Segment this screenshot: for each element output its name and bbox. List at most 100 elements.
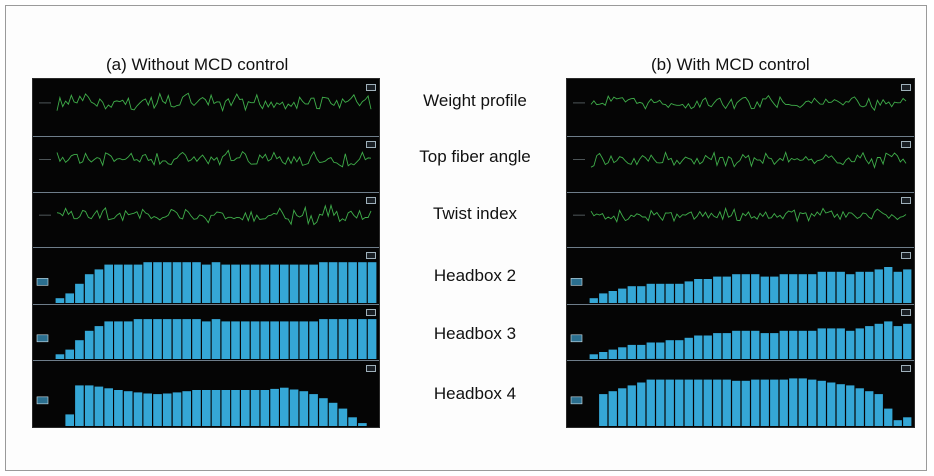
bar bbox=[627, 385, 636, 426]
trace-line bbox=[590, 206, 907, 223]
bar bbox=[741, 330, 750, 359]
bar bbox=[280, 387, 289, 426]
bar bbox=[221, 264, 231, 303]
bar bbox=[104, 264, 113, 303]
bar bbox=[846, 330, 855, 359]
bar bbox=[627, 344, 636, 359]
bar bbox=[903, 417, 912, 426]
row-separator bbox=[567, 304, 914, 305]
bar bbox=[143, 319, 152, 359]
bar bbox=[817, 271, 826, 303]
bar bbox=[250, 321, 260, 359]
trace-plot-weight-profile bbox=[573, 94, 907, 112]
bar bbox=[221, 321, 231, 359]
bar bbox=[684, 379, 693, 426]
trace-line bbox=[590, 150, 907, 170]
trace-plot-twist-index bbox=[573, 206, 907, 223]
bar bbox=[65, 349, 74, 359]
panel-b-title: (b) With MCD control bbox=[651, 55, 810, 74]
window-button-icon[interactable] bbox=[366, 365, 376, 372]
bar bbox=[55, 354, 65, 359]
bar bbox=[270, 321, 279, 359]
bar bbox=[884, 267, 893, 303]
bar bbox=[270, 388, 279, 426]
trace-row-weight-profile bbox=[567, 79, 914, 136]
window-button-icon[interactable] bbox=[366, 141, 376, 148]
trace-line bbox=[56, 149, 372, 168]
row-separator bbox=[33, 136, 379, 137]
bar bbox=[741, 380, 750, 426]
bar bbox=[694, 335, 703, 359]
bar bbox=[722, 379, 731, 426]
bar-chart-headbox-3 bbox=[36, 319, 377, 359]
bar bbox=[874, 394, 883, 426]
bar bbox=[637, 382, 646, 426]
bar bbox=[280, 264, 289, 303]
window-button-icon[interactable] bbox=[901, 252, 911, 259]
bar bbox=[289, 389, 299, 426]
window-button-icon[interactable] bbox=[901, 365, 911, 372]
bar bbox=[328, 262, 338, 303]
bar bbox=[665, 283, 674, 303]
window-button-icon[interactable] bbox=[901, 84, 911, 91]
row-separator bbox=[33, 360, 379, 361]
bar bbox=[779, 379, 788, 426]
bar bbox=[608, 291, 617, 303]
bar bbox=[143, 262, 152, 303]
window-button-icon[interactable] bbox=[901, 309, 911, 316]
bar bbox=[656, 283, 665, 303]
bar bbox=[84, 274, 94, 303]
window-button-icon[interactable] bbox=[366, 84, 376, 91]
bar bbox=[172, 319, 182, 359]
bar bbox=[798, 378, 807, 426]
bar bbox=[884, 321, 893, 359]
bar bbox=[202, 264, 211, 303]
bar bbox=[114, 390, 123, 426]
bar bbox=[770, 276, 779, 303]
bar bbox=[865, 326, 874, 359]
bar bbox=[751, 274, 760, 303]
bar bbox=[675, 340, 684, 359]
bar bbox=[893, 420, 902, 426]
bar bbox=[182, 319, 191, 359]
bar bbox=[299, 321, 309, 359]
bar bbox=[162, 393, 172, 426]
bar bbox=[779, 330, 788, 359]
bar bbox=[367, 262, 377, 303]
row-label-top-fiber-angle: Top fiber angle bbox=[419, 147, 531, 166]
bar bbox=[694, 379, 703, 426]
bar bbox=[114, 321, 123, 359]
window-button-icon[interactable] bbox=[366, 252, 376, 259]
bar-chart-headbox-2 bbox=[36, 262, 377, 303]
trace-row-twist-index bbox=[33, 192, 379, 247]
bar bbox=[732, 330, 741, 359]
bar bbox=[338, 319, 348, 359]
bar bbox=[358, 319, 367, 359]
bar bbox=[202, 321, 211, 359]
bar-chart-headbox-2 bbox=[570, 267, 912, 303]
bar-row-headbox-2 bbox=[33, 247, 379, 304]
window-button-icon[interactable] bbox=[901, 197, 911, 204]
bar bbox=[358, 423, 367, 426]
bar bbox=[770, 379, 779, 426]
bar bbox=[55, 298, 65, 303]
bar bbox=[348, 262, 357, 303]
window-button-icon[interactable] bbox=[366, 309, 376, 316]
bar bbox=[211, 262, 221, 303]
actuator-icon bbox=[570, 396, 583, 405]
row-separator bbox=[567, 247, 914, 248]
bar bbox=[675, 283, 684, 303]
window-button-icon[interactable] bbox=[901, 141, 911, 148]
bar bbox=[319, 319, 328, 359]
bar bbox=[75, 385, 84, 426]
bar bbox=[694, 279, 703, 303]
row-separator bbox=[33, 304, 379, 305]
bar-row-headbox-2 bbox=[567, 247, 914, 304]
bar bbox=[817, 380, 826, 426]
bar bbox=[732, 274, 741, 303]
bar bbox=[319, 262, 328, 303]
bar-row-headbox-4 bbox=[33, 360, 379, 427]
window-button-icon[interactable] bbox=[366, 197, 376, 204]
bar bbox=[192, 319, 201, 359]
bar bbox=[713, 379, 722, 426]
